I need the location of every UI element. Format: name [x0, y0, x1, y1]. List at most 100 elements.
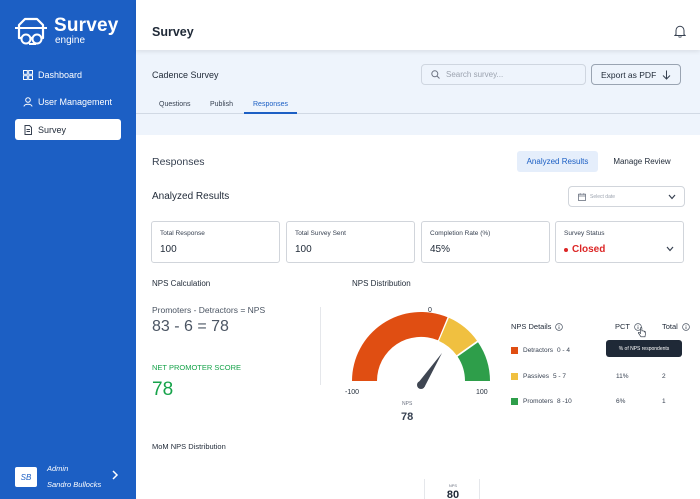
user-profile[interactable]: SB Admin Sandro Bullocks [15, 463, 121, 491]
passives-total: 2 [662, 373, 666, 380]
search-input[interactable] [446, 70, 576, 79]
sidebar-item-label: Survey [38, 124, 67, 135]
responses-content: Responses Analyzed Results Manage Review… [136, 135, 700, 499]
manage-review-toggle[interactable]: Manage Review [613, 157, 671, 166]
card-label: Survey Status [564, 230, 605, 237]
calendar-icon [578, 192, 586, 201]
survey-status-select[interactable]: Survey Status Closed [555, 221, 684, 263]
brand-subtitle: engine [55, 35, 86, 46]
gauge-max-label: 100 [476, 389, 488, 396]
net-promoter-score: 78 [152, 379, 174, 400]
top-header: Survey [136, 0, 700, 50]
nps-formula: 83 - 6 = 78 [152, 318, 229, 335]
survey-header: Cadence Survey Export as PDF Questions P… [136, 50, 700, 135]
mom-nps-title: MoM NPS Distribution [152, 442, 226, 451]
sidebar-item-label: User Management [38, 97, 113, 107]
analyzed-results-title: Analyzed Results [152, 191, 230, 202]
user-role: Admin [47, 464, 69, 473]
avatar: SB [15, 467, 37, 487]
promoters-pct: 6% [616, 398, 626, 405]
detractors-row: Detractors 0 - 4 [511, 347, 570, 354]
search-icon [431, 70, 440, 79]
card-value: 45% [430, 244, 451, 255]
card-value: 100 [160, 244, 177, 255]
sidebar-item-dashboard[interactable]: Dashboard [15, 64, 121, 85]
sidebar-item-label: Dashboard [38, 69, 83, 80]
sidebar-item-survey[interactable]: Survey [15, 119, 121, 140]
row-range: 8 -10 [556, 398, 572, 405]
gauge-detractors-segment [352, 312, 448, 381]
nps-details-header: NPS Details [511, 322, 564, 331]
nps-formula-label: Promoters - Detractors = NPS [152, 305, 266, 315]
pct-header: PCT [615, 322, 642, 331]
export-pdf-label: Export as PDF [601, 69, 657, 80]
passives-swatch [511, 373, 518, 380]
card-value: 100 [295, 244, 312, 255]
nps-calculation-title: NPS Calculation [152, 279, 211, 288]
active-tab-indicator [244, 112, 297, 114]
gauge-mid-label: 0 [428, 307, 432, 314]
column-header: NPS Details [511, 322, 552, 331]
card-label: Total Response [160, 230, 205, 237]
info-icon[interactable] [634, 322, 642, 331]
promoters-swatch [511, 398, 518, 405]
card-label: Completion Rate (%) [430, 230, 491, 237]
net-promoter-score-label: NET PROMOTER SCORE [152, 363, 242, 372]
mom-nps-value: 80 [446, 489, 460, 499]
brand-title: Survey [54, 15, 119, 36]
search-box [421, 64, 586, 85]
arrow-down-icon [662, 70, 671, 80]
column-header: Total [662, 322, 678, 331]
gauge-value-label: NPS [402, 401, 413, 407]
info-icon[interactable] [682, 322, 690, 331]
row-range: 0 - 4 [556, 347, 570, 354]
gauge-min-label: -100 [345, 389, 359, 396]
tab-questions[interactable]: Questions [159, 101, 191, 108]
row-label: Detractors [523, 347, 553, 354]
column-header: PCT [615, 322, 630, 331]
gauge-value: 78 [401, 411, 413, 423]
gauge-promoters-segment [457, 342, 490, 381]
row-label: Passives [523, 373, 550, 380]
bell-icon[interactable] [674, 25, 686, 38]
completion-rate-card: Completion Rate (%) 45% [421, 221, 550, 263]
gauge-passives-segment [439, 317, 477, 356]
card-label: Total Survey Sent [295, 230, 346, 237]
document-icon [24, 124, 32, 135]
sidebar-nav: Dashboard User Management Survey [15, 64, 121, 147]
survey-tabs: Questions Publish Responses [136, 96, 700, 114]
page-title: Survey [152, 25, 194, 39]
passives-row: Passives 5 - 7 [511, 373, 566, 380]
date-select[interactable]: Select date [568, 186, 685, 207]
export-pdf-button[interactable]: Export as PDF [591, 64, 681, 85]
total-survey-sent-card: Total Survey Sent 100 [286, 221, 415, 263]
detractors-swatch [511, 347, 518, 354]
user-icon [23, 97, 33, 107]
total-response-card: Total Response 100 [151, 221, 280, 263]
info-icon[interactable] [555, 322, 564, 331]
analyzed-results-toggle[interactable]: Analyzed Results [517, 151, 598, 172]
date-placeholder: Select date [590, 193, 616, 200]
brand-logo: Survey engine [14, 16, 119, 46]
total-header: Total [662, 322, 690, 331]
row-range: 5 - 7 [553, 373, 567, 380]
hand-cursor-icon [638, 327, 646, 338]
grid-icon [23, 69, 33, 80]
divider [320, 307, 321, 385]
sidebar-item-user-management[interactable]: User Management [15, 92, 121, 113]
section-title: Responses [152, 156, 205, 168]
tab-publish[interactable]: Publish [210, 101, 233, 108]
promoters-total: 1 [662, 398, 666, 405]
nps-gauge: 0 -100 100 NPS 78 [345, 307, 490, 423]
mom-nps-label: NPS [448, 483, 458, 488]
passives-pct: 11% [616, 373, 629, 380]
status-dot [564, 248, 568, 252]
row-label: Promoters [523, 398, 553, 405]
chevron-down-icon [666, 246, 674, 252]
tab-responses[interactable]: Responses [253, 101, 289, 108]
status-badge: Closed [572, 244, 606, 255]
user-name: Sandro Bullocks [47, 480, 102, 489]
chevron-right-icon[interactable] [111, 470, 119, 480]
promoters-row: Promoters 8 -10 [511, 398, 572, 405]
survey-name: Cadence Survey [152, 70, 219, 80]
